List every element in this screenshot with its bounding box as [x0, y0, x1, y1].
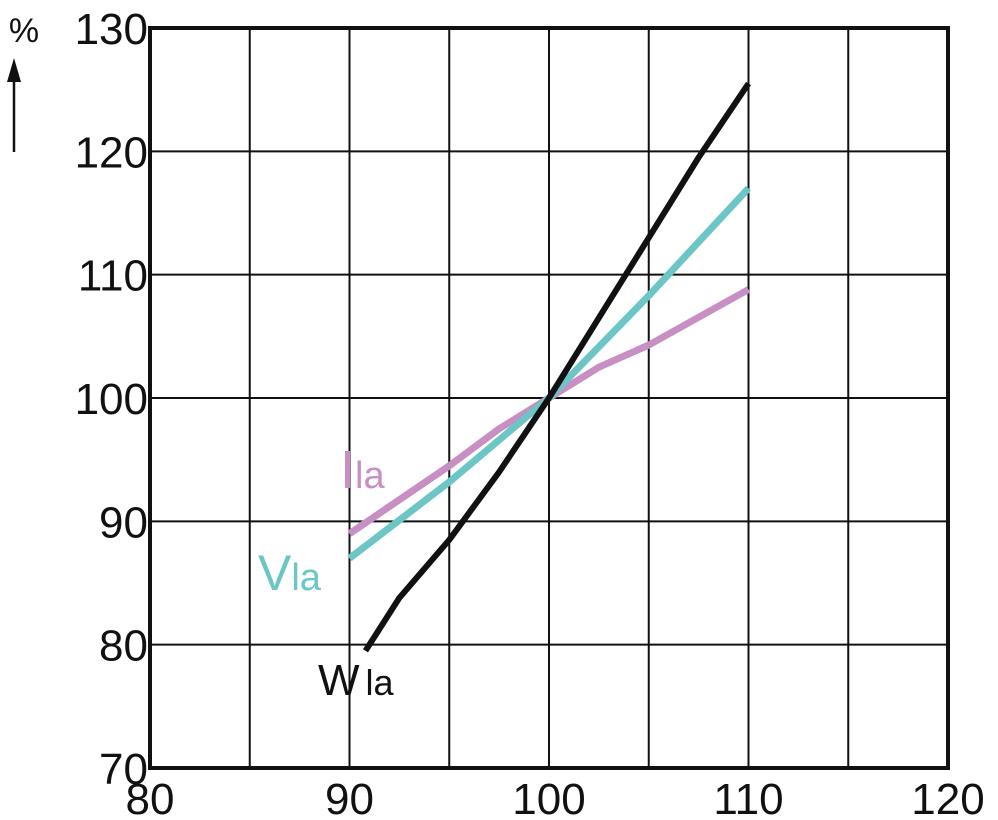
y-tick-label: 110 [78, 252, 148, 301]
up-arrow-icon [7, 58, 21, 152]
series-labels: Ila Vla W la [258, 440, 395, 705]
x-tick-label: 80 [126, 775, 175, 820]
x-tick-label: 90 [325, 775, 374, 820]
series-line-w [362, 81, 751, 653]
y-tick-label: 80 [99, 622, 148, 671]
x-tick-label: 100 [512, 775, 585, 820]
y-tick-label: 120 [75, 128, 148, 177]
x-tick-label: 120 [911, 775, 984, 820]
plot-frame [148, 26, 950, 770]
grid [150, 28, 948, 768]
y-axis-label: % [9, 12, 39, 50]
series-label-v: Vla [258, 545, 322, 601]
y-tick-label: 90 [99, 498, 148, 547]
series-lines [347, 81, 752, 653]
y-tick-label: 100 [75, 375, 148, 424]
y-tick-label: 70 [99, 745, 148, 794]
y-tick-label: 130 [75, 5, 148, 54]
x-tick-label: 110 [713, 775, 783, 820]
series-label-i: Ila [340, 440, 385, 500]
